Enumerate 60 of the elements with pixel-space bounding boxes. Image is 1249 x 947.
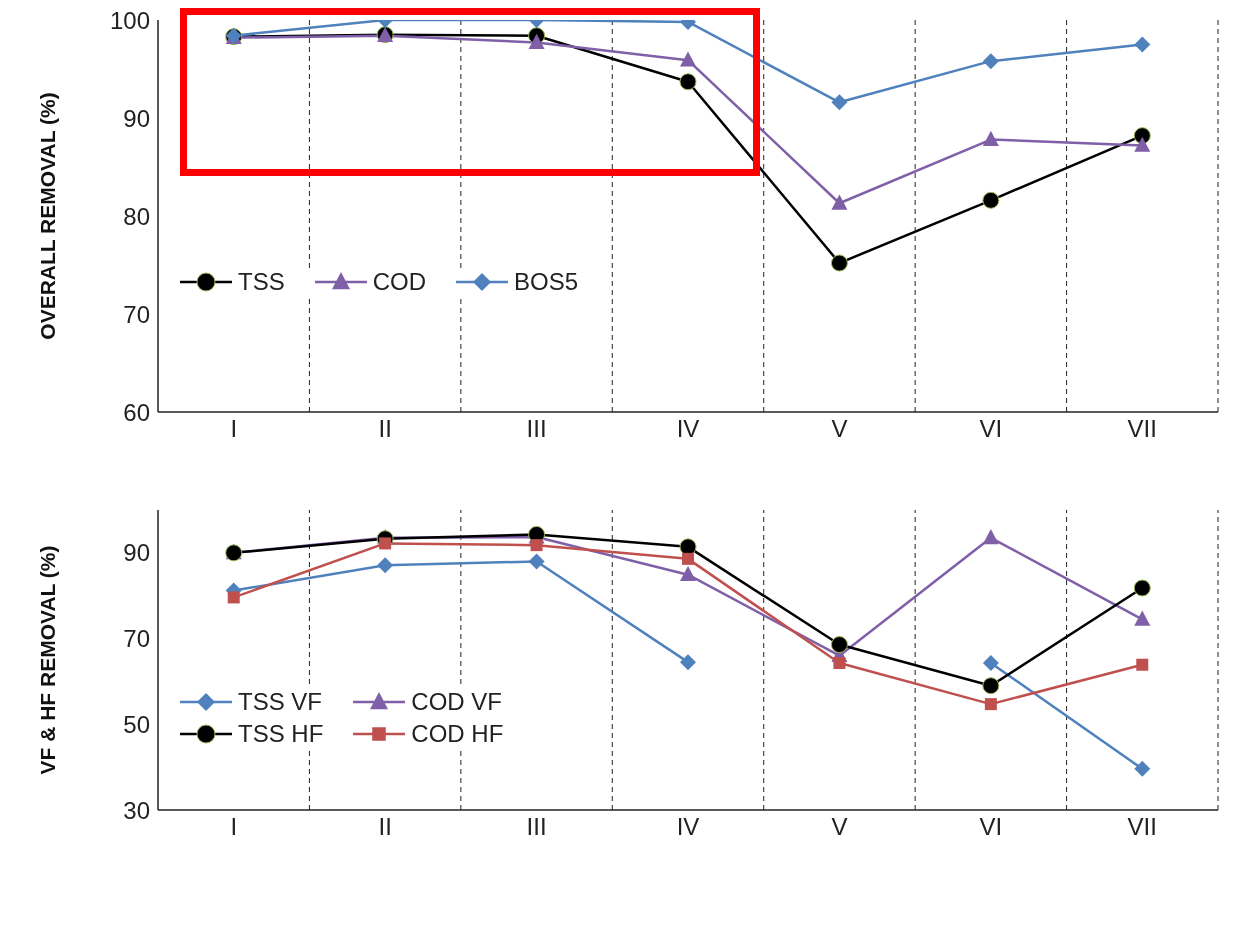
point xyxy=(982,655,999,671)
point xyxy=(831,194,848,210)
point xyxy=(680,565,696,582)
y-tick-label: 90 xyxy=(123,539,150,567)
point xyxy=(227,591,240,604)
point xyxy=(982,677,1000,695)
point xyxy=(682,552,694,565)
x-tick-label: II xyxy=(378,813,392,841)
legend-label: COD HF xyxy=(411,720,504,748)
point xyxy=(984,698,997,711)
point xyxy=(528,33,545,49)
point xyxy=(982,130,999,146)
legend-label: COD xyxy=(372,268,427,296)
x-tick-label: I xyxy=(230,813,238,841)
legend-label: BOS5 xyxy=(514,268,579,296)
point xyxy=(831,94,848,111)
legend-label: COD VF xyxy=(411,688,503,716)
point xyxy=(982,191,1000,209)
point xyxy=(1133,579,1151,597)
point xyxy=(830,254,848,272)
point xyxy=(830,636,848,654)
x-tick-label: IV xyxy=(676,813,700,841)
point xyxy=(1134,610,1151,626)
y-tick-label: 70 xyxy=(123,625,150,653)
point xyxy=(833,657,846,669)
x-tick-label: III xyxy=(526,813,547,841)
x-tick-label: V xyxy=(831,415,848,443)
point xyxy=(377,557,394,574)
y-axis-title: OVERALL REMOVAL (%) xyxy=(36,92,60,340)
point xyxy=(1134,136,1151,152)
legend-label: TSS VF xyxy=(238,688,323,716)
point xyxy=(1134,36,1151,53)
y-tick-label: 100 xyxy=(109,6,150,34)
legend-label: TSS HF xyxy=(238,720,324,748)
point xyxy=(1136,658,1149,671)
x-tick-label: IV xyxy=(676,415,700,443)
legend-label: TSS xyxy=(238,268,285,296)
x-tick-label: VII xyxy=(1127,415,1157,443)
x-tick-label: VI xyxy=(979,415,1003,443)
point xyxy=(982,529,999,545)
x-tick-label: VI xyxy=(979,813,1003,841)
y-tick-label: 30 xyxy=(123,796,150,824)
y-tick-label: 80 xyxy=(123,202,150,230)
point xyxy=(530,539,543,552)
point xyxy=(982,53,999,70)
x-tick-label: V xyxy=(831,813,848,841)
x-tick-label: II xyxy=(378,415,392,443)
point xyxy=(680,51,696,67)
point xyxy=(679,73,697,91)
point xyxy=(680,654,696,671)
point xyxy=(1134,760,1151,777)
y-axis-title: VF & HF REMOVAL (%) xyxy=(36,545,60,775)
x-tick-label: III xyxy=(526,415,547,443)
y-tick-label: 70 xyxy=(123,300,150,328)
y-tick-label: 50 xyxy=(123,710,150,738)
y-tick-label: 90 xyxy=(123,104,150,132)
y-tick-label: 60 xyxy=(123,398,150,426)
point xyxy=(528,553,545,570)
x-tick-label: VII xyxy=(1127,813,1157,841)
x-tick-label: I xyxy=(230,415,238,443)
